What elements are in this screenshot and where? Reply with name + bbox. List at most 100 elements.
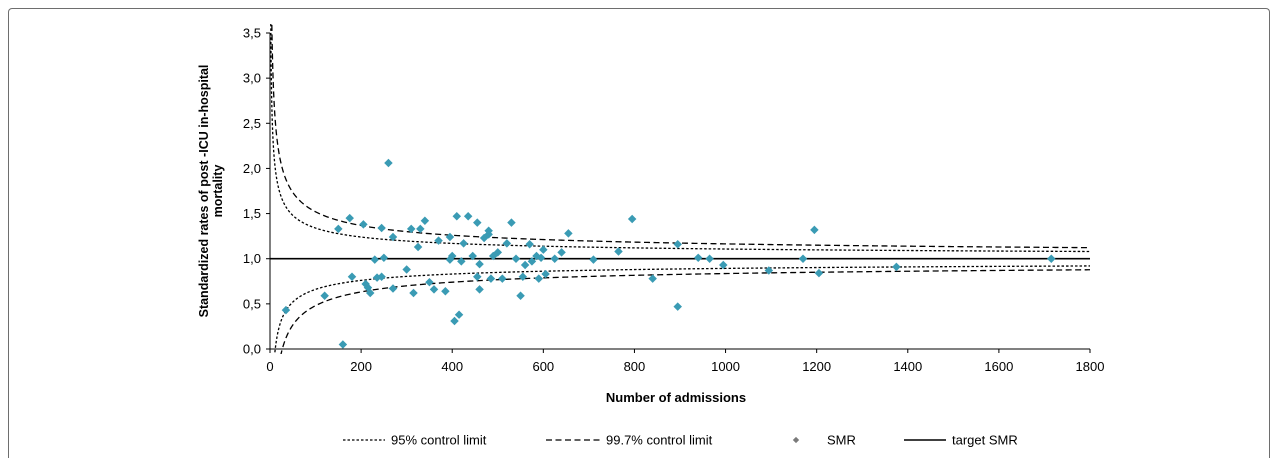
legend: 95% control limit 99.7% control limit SM… bbox=[343, 433, 1018, 448]
smr-point bbox=[520, 260, 530, 270]
y-tick-label: 0,0 bbox=[243, 342, 261, 357]
smr-point bbox=[534, 274, 544, 283]
smr-point bbox=[320, 291, 329, 300]
y-axis-label-line-2: mortality bbox=[211, 165, 225, 218]
smr-point bbox=[384, 158, 393, 168]
smr-point bbox=[347, 272, 357, 282]
smr-point bbox=[409, 288, 418, 298]
y-tick-label: 0,5 bbox=[243, 296, 261, 311]
smr-point bbox=[388, 232, 398, 242]
x-tick-label: 0 bbox=[266, 359, 273, 374]
smr-point bbox=[627, 214, 637, 224]
smr-point bbox=[810, 225, 819, 235]
smr-point bbox=[445, 232, 455, 242]
x-axis-label: Number of admissions bbox=[606, 390, 746, 405]
smr-point bbox=[564, 229, 573, 238]
y-tick-label: 1,0 bbox=[243, 251, 261, 266]
smr-point bbox=[420, 216, 430, 226]
smr-point bbox=[493, 248, 503, 257]
smr-point bbox=[457, 257, 466, 266]
smr-point bbox=[475, 285, 484, 294]
smr-point bbox=[673, 240, 682, 249]
smr-point bbox=[468, 251, 477, 261]
smr-point bbox=[370, 255, 380, 264]
smr-point bbox=[441, 286, 450, 296]
smr-point bbox=[557, 248, 566, 257]
y-tick-label: 3,0 bbox=[243, 71, 261, 86]
smr-point bbox=[463, 212, 473, 221]
x-tick-label: 800 bbox=[624, 359, 646, 374]
legend-smr-marker bbox=[792, 436, 800, 444]
smr-point bbox=[589, 255, 598, 264]
legend-997-label: 99.7% control limit bbox=[606, 433, 713, 448]
control-limit-997-upper bbox=[271, 24, 1091, 249]
smr-point bbox=[511, 254, 521, 263]
smr-point bbox=[416, 224, 425, 234]
x-tick-label: 600 bbox=[532, 359, 554, 374]
smr-point bbox=[1047, 254, 1056, 263]
smr-point bbox=[377, 223, 386, 233]
legend-smr-label: SMR bbox=[827, 433, 856, 448]
smr-point bbox=[334, 224, 343, 234]
smr-point bbox=[705, 254, 714, 263]
smr-point bbox=[452, 212, 462, 221]
legend-target-label: target SMR bbox=[952, 433, 1018, 448]
smr-point bbox=[518, 272, 528, 282]
smr-point bbox=[379, 253, 389, 263]
x-tick-label: 200 bbox=[350, 359, 372, 374]
control-limit-curves bbox=[270, 24, 1091, 354]
smr-point bbox=[502, 239, 512, 248]
smr-point bbox=[539, 245, 548, 254]
smr-point bbox=[388, 284, 398, 293]
smr-point bbox=[525, 240, 534, 249]
smr-point bbox=[673, 302, 682, 311]
smr-points bbox=[281, 158, 1056, 349]
smr-point bbox=[338, 340, 348, 349]
smr-point bbox=[450, 316, 459, 326]
y-tick-label: 2,0 bbox=[243, 161, 261, 176]
x-tick-label: 400 bbox=[441, 359, 463, 374]
x-tick-label: 1800 bbox=[1076, 359, 1105, 374]
x-tick-label: 1600 bbox=[984, 359, 1013, 374]
x-ticks: 0 200 400 600 800 1000 1200 1400 1600 1800 bbox=[266, 349, 1104, 374]
smr-point bbox=[814, 268, 824, 278]
smr-point bbox=[429, 285, 439, 294]
smr-point bbox=[459, 239, 468, 248]
smr-point bbox=[498, 274, 507, 283]
smr-point bbox=[413, 242, 423, 252]
smr-point bbox=[402, 265, 411, 274]
smr-point bbox=[473, 218, 482, 227]
x-tick-label: 1400 bbox=[893, 359, 922, 374]
smr-point bbox=[359, 220, 368, 229]
smr-point bbox=[406, 224, 416, 234]
smr-point bbox=[345, 213, 354, 223]
smr-point bbox=[365, 288, 375, 298]
control-limit-95-upper bbox=[270, 24, 1091, 253]
legend-95-label: 95% control limit bbox=[391, 433, 487, 448]
y-tick-label: 1,5 bbox=[243, 206, 261, 221]
smr-point bbox=[447, 251, 457, 261]
smr-point bbox=[425, 277, 434, 287]
y-tick-label: 3,5 bbox=[243, 26, 261, 41]
smr-point bbox=[550, 254, 559, 263]
axes bbox=[269, 33, 1090, 350]
smr-point bbox=[507, 218, 516, 227]
smr-point bbox=[516, 291, 525, 300]
control-limit-997-lower bbox=[280, 269, 1091, 354]
smr-point bbox=[484, 230, 493, 239]
smr-point bbox=[475, 259, 484, 269]
y-tick-label: 2,5 bbox=[243, 116, 261, 131]
smr-point bbox=[473, 272, 482, 282]
smr-point bbox=[892, 262, 901, 272]
y-axis-label-line-1: Standardized rates of post -ICU in-hospi… bbox=[197, 65, 211, 318]
smr-point bbox=[377, 272, 386, 282]
x-tick-label: 1200 bbox=[802, 359, 831, 374]
smr-point bbox=[693, 253, 703, 263]
smr-point bbox=[454, 310, 464, 319]
smr-point bbox=[614, 247, 623, 256]
smr-point bbox=[281, 305, 291, 315]
smr-point bbox=[798, 254, 808, 263]
x-tick-label: 1000 bbox=[711, 359, 740, 374]
y-ticks: 0,0 0,5 1,0 1,5 2,0 2,5 3,0 3,5 bbox=[243, 26, 270, 357]
